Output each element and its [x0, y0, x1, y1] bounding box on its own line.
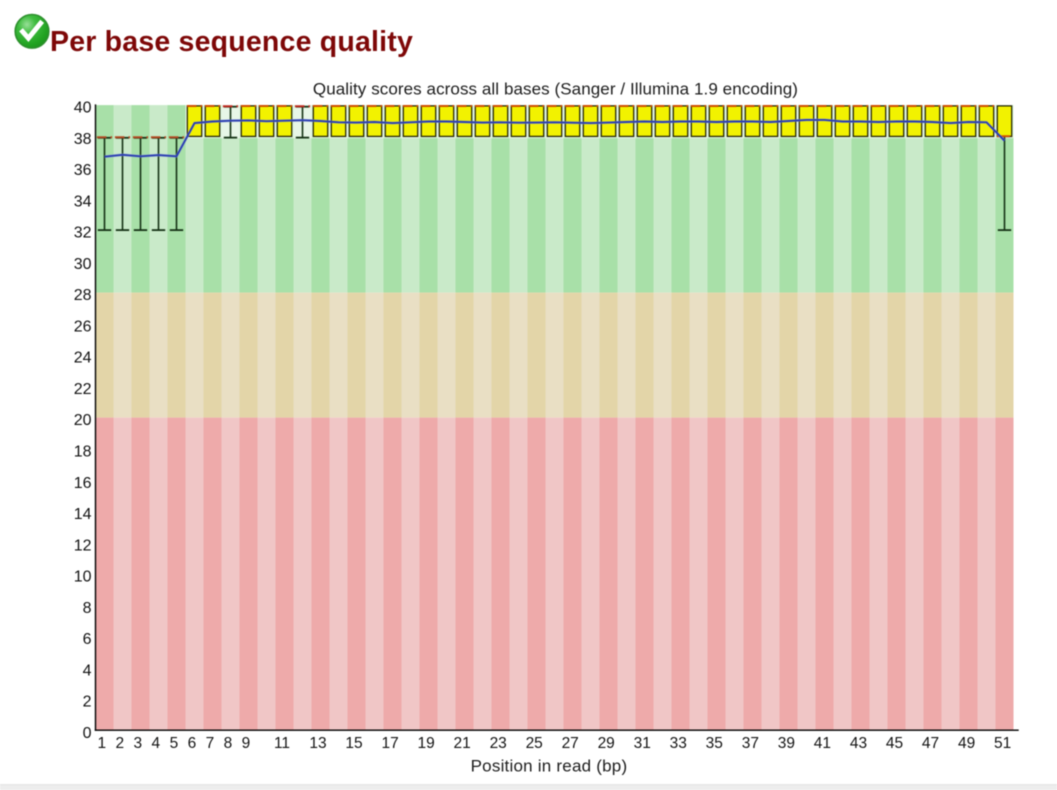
- svg-text:1: 1: [97, 735, 106, 752]
- svg-text:15: 15: [345, 735, 362, 752]
- svg-text:0: 0: [83, 725, 92, 742]
- svg-text:45: 45: [886, 735, 903, 752]
- svg-text:47: 47: [922, 735, 939, 752]
- svg-text:30: 30: [74, 256, 92, 273]
- svg-text:18: 18: [74, 444, 92, 461]
- svg-text:38: 38: [74, 131, 92, 148]
- svg-text:Quality scores across all base: Quality scores across all bases (Sanger …: [313, 80, 798, 99]
- svg-text:28: 28: [74, 287, 92, 304]
- svg-text:5: 5: [170, 735, 179, 752]
- svg-text:4: 4: [151, 735, 160, 752]
- svg-text:11: 11: [274, 735, 290, 752]
- svg-text:2: 2: [115, 735, 124, 752]
- svg-text:40: 40: [74, 100, 92, 117]
- svg-text:39: 39: [778, 735, 795, 752]
- svg-text:19: 19: [417, 735, 434, 752]
- svg-text:24: 24: [74, 350, 92, 367]
- svg-text:41: 41: [814, 735, 831, 752]
- svg-text:13: 13: [309, 735, 326, 752]
- svg-text:16: 16: [74, 475, 92, 492]
- svg-text:6: 6: [83, 631, 92, 648]
- svg-text:7: 7: [206, 735, 215, 752]
- svg-text:23: 23: [490, 735, 507, 752]
- svg-text:49: 49: [958, 735, 975, 752]
- svg-text:35: 35: [706, 735, 723, 752]
- svg-text:3: 3: [133, 735, 142, 752]
- svg-text:22: 22: [74, 381, 92, 398]
- svg-text:51: 51: [994, 735, 1011, 752]
- svg-text:36: 36: [74, 162, 92, 179]
- svg-text:Position in read (bp): Position in read (bp): [471, 757, 628, 776]
- svg-text:26: 26: [74, 319, 92, 336]
- svg-text:27: 27: [562, 735, 579, 752]
- svg-text:9: 9: [242, 735, 251, 752]
- svg-text:31: 31: [634, 735, 651, 752]
- svg-text:10: 10: [74, 569, 92, 586]
- svg-text:6: 6: [188, 735, 197, 752]
- svg-text:14: 14: [74, 506, 92, 523]
- svg-text:17: 17: [381, 735, 398, 752]
- svg-text:32: 32: [74, 225, 92, 242]
- svg-text:37: 37: [742, 735, 759, 752]
- svg-text:34: 34: [74, 193, 92, 210]
- svg-text:29: 29: [598, 735, 615, 752]
- svg-text:43: 43: [850, 735, 867, 752]
- svg-text:12: 12: [74, 537, 92, 554]
- svg-text:4: 4: [83, 662, 92, 679]
- svg-text:8: 8: [224, 735, 233, 752]
- svg-text:21: 21: [453, 735, 470, 752]
- svg-text:Per base sequence quality: Per base sequence quality: [50, 26, 413, 58]
- svg-text:25: 25: [526, 735, 543, 752]
- svg-text:2: 2: [83, 694, 92, 711]
- svg-text:20: 20: [74, 412, 92, 429]
- svg-text:33: 33: [670, 735, 687, 752]
- svg-text:8: 8: [83, 600, 92, 617]
